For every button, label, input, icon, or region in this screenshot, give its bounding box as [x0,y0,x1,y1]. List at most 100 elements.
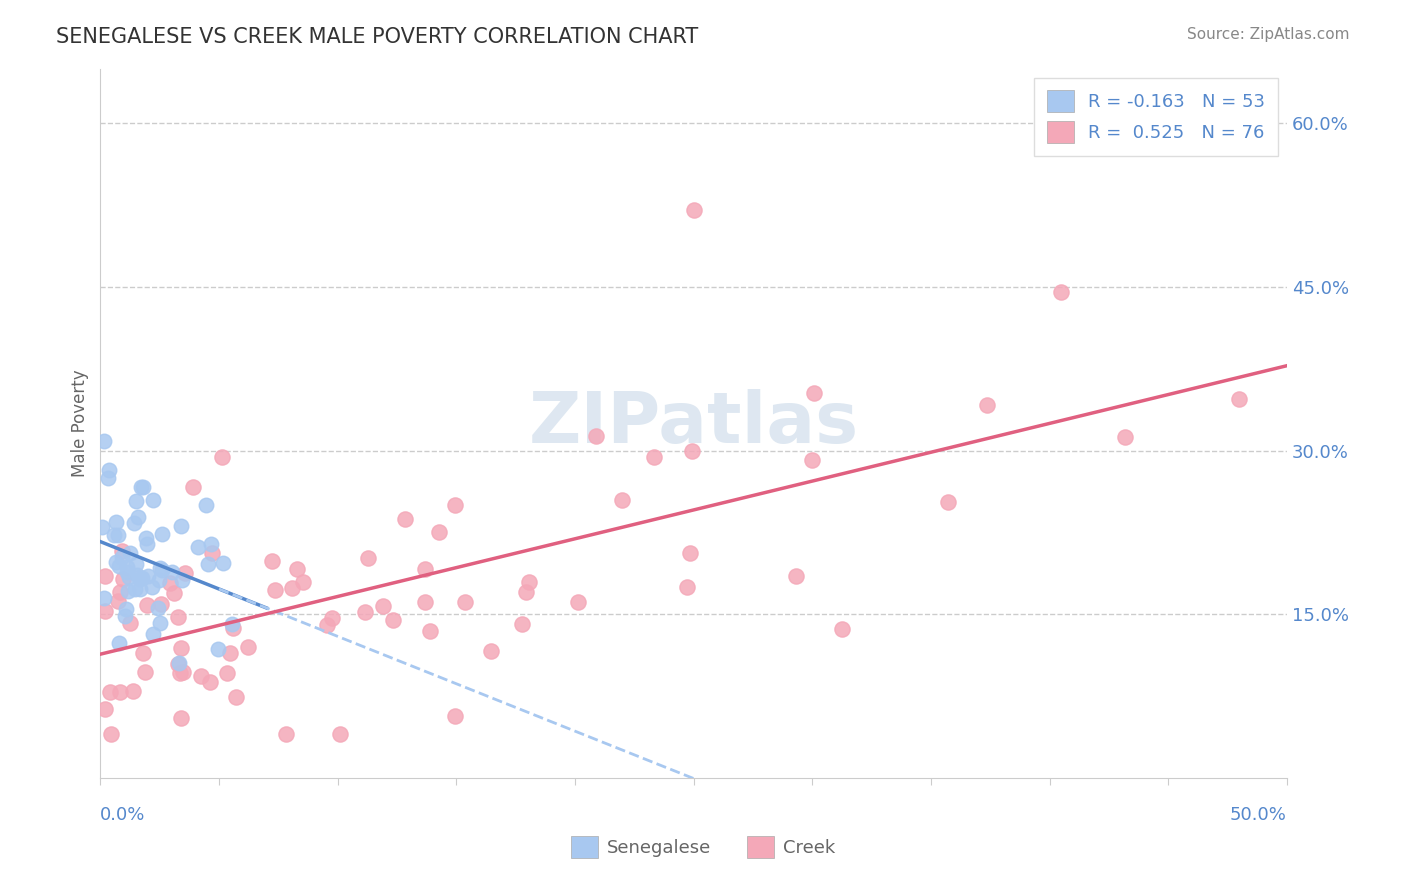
Point [381,613,404,627]
Point [97,471,120,485]
Point [136,598,159,612]
Point [128,572,150,586]
Point [281,582,304,596]
Point [181,480,204,494]
Point [93,591,115,605]
Point [517,575,540,590]
Point [98,463,121,477]
Point [129,480,152,494]
Point [187,540,209,554]
Point [831,622,853,636]
Point [108,559,131,574]
Point [146,601,169,615]
Point [141,580,163,594]
Point [107,528,129,542]
Point [238,640,260,654]
Text: SENEGALESE VS CREEK MALE POVERTY CORRELATION CHART: SENEGALESE VS CREEK MALE POVERTY CORRELA… [56,27,699,46]
Point [111,572,134,586]
Point [149,598,172,612]
Point [136,537,159,551]
Point [567,594,589,608]
Point [321,611,343,625]
Point [427,525,450,540]
Text: 0.0%: 0.0% [100,806,146,824]
Point [121,683,143,698]
Point [211,556,233,570]
Point [105,516,128,530]
Point [195,498,218,512]
Point [413,595,436,609]
Point [682,203,704,218]
Point [125,494,148,508]
Point [803,386,825,401]
Point [103,528,125,542]
Point [170,519,193,533]
Point [148,573,170,587]
Point [124,582,146,596]
Point [173,566,195,580]
Text: Source: ZipAtlas.com: Source: ZipAtlas.com [1187,27,1350,42]
Point [159,575,181,590]
Point [936,494,959,508]
Point [122,516,145,530]
Point [162,586,184,600]
Point [135,531,157,545]
Legend: R = -0.163   N = 53, R =  0.525   N = 76: R = -0.163 N = 53, R = 0.525 N = 76 [1033,78,1278,156]
Point [115,560,138,574]
Point [215,665,238,680]
Point [149,561,172,575]
Point [681,443,703,458]
Point [222,621,245,635]
Point [207,642,229,657]
Point [263,582,285,597]
Point [142,627,165,641]
Point [413,562,436,576]
Point [190,669,212,683]
Text: 50.0%: 50.0% [1230,806,1286,824]
Point [150,564,173,578]
Point [142,492,165,507]
Point [170,573,193,587]
Point [107,593,129,607]
Point [315,618,337,632]
Point [394,512,416,526]
Point [160,565,183,579]
Point [134,665,156,679]
Point [115,566,138,580]
Point [373,599,395,613]
Point [262,554,284,568]
Point [166,610,188,624]
Point [200,537,222,551]
Point [169,657,191,671]
Point [111,544,134,558]
Point [357,550,380,565]
Point [285,561,308,575]
Point [292,575,315,590]
Point [152,526,174,541]
Point [679,546,702,560]
Point [610,492,633,507]
Point [98,685,121,699]
Point [675,580,697,594]
Point [1050,285,1073,299]
Point [170,641,193,656]
Point [169,665,191,680]
Point [94,604,117,618]
Point [479,644,502,658]
Point [201,546,224,560]
Point [94,568,117,582]
Point [276,727,298,741]
Text: ZIPatlas: ZIPatlas [529,389,859,458]
Point [1227,392,1250,406]
Point [800,453,823,467]
Point [105,555,128,569]
Point [125,558,148,572]
Point [131,646,153,660]
Point [976,398,998,412]
Point [198,675,221,690]
Point [129,582,152,596]
Point [166,657,188,671]
Point [127,510,149,524]
Point [107,636,129,650]
Legend: Senegalese, Creek: Senegalese, Creek [564,829,842,865]
